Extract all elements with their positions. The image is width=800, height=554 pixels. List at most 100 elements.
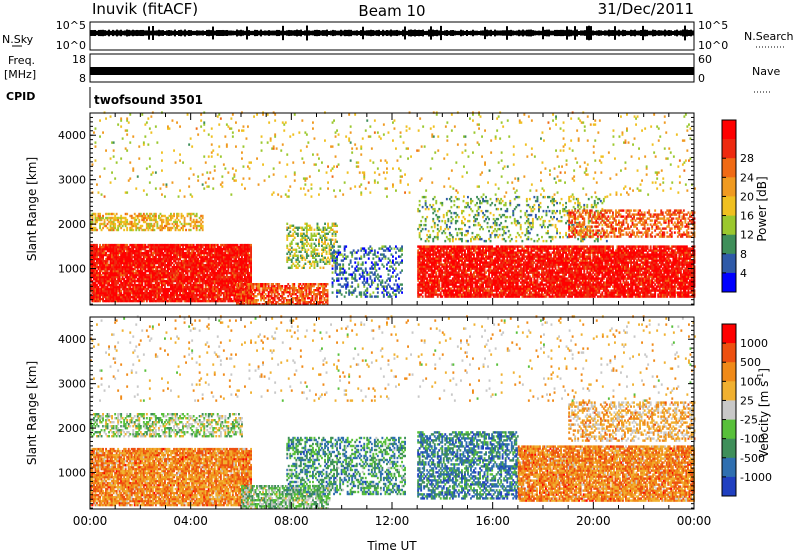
range-cell <box>136 287 139 291</box>
range-cell <box>103 261 106 265</box>
nsky-bar <box>500 30 502 36</box>
range-cell <box>114 259 117 263</box>
range-cell <box>177 224 180 228</box>
range-cell <box>145 253 148 257</box>
range-cell <box>147 255 150 259</box>
range-cell <box>118 295 121 299</box>
range-cell <box>142 277 145 281</box>
range-cell <box>354 273 357 276</box>
range-cell <box>304 262 307 265</box>
nsky-bar <box>530 29 532 37</box>
range-cell <box>96 277 98 281</box>
range-cell <box>130 245 133 249</box>
range-cell <box>136 285 139 289</box>
range-cell <box>111 293 113 297</box>
range-cell <box>93 271 95 275</box>
nsky-tick-low: 10^0 <box>56 39 86 52</box>
range-cell <box>144 287 147 291</box>
range-cell <box>103 245 106 249</box>
range-cell <box>94 285 97 289</box>
range-cell <box>127 287 130 291</box>
range-cell <box>111 253 113 257</box>
range-cell <box>115 283 118 287</box>
range-cell <box>138 265 141 269</box>
range-cell <box>130 247 133 251</box>
range-cell <box>139 249 142 253</box>
range-cell <box>245 295 247 298</box>
range-cell <box>109 265 112 269</box>
range-cell <box>130 255 133 259</box>
nsky-bar <box>98 29 100 37</box>
range-cell <box>132 263 135 267</box>
range-cell <box>112 249 115 253</box>
range-cell <box>90 251 92 255</box>
range-cell <box>123 279 126 283</box>
range-cell <box>144 243 147 247</box>
range-cell <box>151 283 154 287</box>
nsky-bar <box>410 29 412 37</box>
range-cell <box>106 267 109 271</box>
range-cell <box>154 273 157 277</box>
nsky-bar <box>170 30 172 36</box>
range-cell <box>132 283 135 287</box>
range-cell <box>102 265 104 269</box>
range-cell <box>153 293 156 297</box>
range-cell <box>183 216 186 220</box>
range-cell <box>117 243 120 247</box>
range-cell <box>115 293 118 297</box>
range-cell <box>91 267 94 271</box>
range-cell <box>159 275 162 279</box>
range-cell <box>133 271 136 275</box>
range-cell <box>96 257 98 261</box>
range-cell <box>135 269 138 273</box>
range-cell <box>108 255 110 259</box>
range-cell <box>94 265 97 269</box>
range-cell <box>141 265 144 269</box>
nsky-bar <box>334 30 336 36</box>
range-cell <box>281 285 284 288</box>
range-cell <box>296 254 299 257</box>
range-cell <box>94 253 97 257</box>
range-cell <box>161 261 163 265</box>
range-cell <box>123 285 126 289</box>
range-cell <box>123 259 126 263</box>
range-cell <box>109 269 112 273</box>
range-cell <box>121 255 124 259</box>
range-cell <box>117 289 120 293</box>
range-cell <box>120 295 123 299</box>
range-cell <box>126 279 129 283</box>
range-cell <box>117 265 120 269</box>
range-cell <box>106 263 109 267</box>
range-cell <box>127 275 130 279</box>
nsky-bar <box>558 29 560 37</box>
range-cell <box>121 275 124 279</box>
range-cell <box>108 297 110 301</box>
range-cell <box>133 245 136 249</box>
range-cell <box>159 279 162 283</box>
range-cell <box>130 279 133 283</box>
range-cell <box>127 297 130 301</box>
range-cell <box>93 281 95 285</box>
nsky-bar <box>110 30 112 36</box>
range-cell <box>316 248 319 251</box>
range-cell <box>93 285 95 289</box>
range-cell <box>112 247 115 251</box>
range-cell <box>147 251 150 255</box>
range-cell <box>96 297 98 301</box>
range-cell <box>133 295 136 299</box>
range-cell <box>136 259 139 263</box>
nsky-bar <box>322 30 324 36</box>
range-cell <box>103 247 106 251</box>
range-cell <box>161 245 163 249</box>
nsky-bar <box>426 30 428 36</box>
range-cell <box>100 277 103 281</box>
range-cell <box>109 299 112 303</box>
range-cell <box>117 279 120 283</box>
range-cell <box>145 257 148 261</box>
range-cell <box>96 259 98 263</box>
range-cell <box>151 275 154 279</box>
nsky-bar <box>532 30 534 36</box>
range-cell <box>93 247 95 251</box>
nsky-bar <box>432 29 434 37</box>
nsky-bar <box>124 30 126 36</box>
